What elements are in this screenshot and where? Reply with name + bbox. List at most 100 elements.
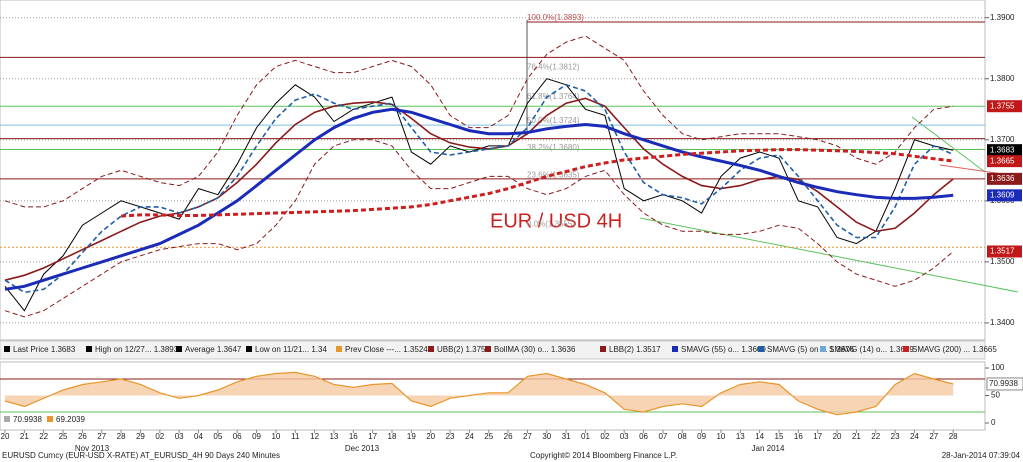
legend-name: LBB(2) [609,345,634,354]
legend-swatch [336,346,342,352]
legend-item: High on 12/27... 1.3893 [86,345,179,354]
legend-label: Prev Close ---... 1.3524 [345,345,428,354]
legend-value: 1.3517 [636,345,661,354]
legend-item: SMAVG (200) ... 1.3665 [903,345,997,354]
y-tick-label: 1.3900 [990,13,1015,22]
x-tick-label: 09 [252,432,261,441]
legend-label: SMAVG (200) ... 1.3665 [912,345,997,354]
fib-label: 38.2%(1.3680) [527,143,580,152]
trendlines [526,20,1019,293]
legend-name: Prev Close ---... [345,345,401,354]
x-tick-label: 23 [446,432,455,441]
x-tick-label: 10 [716,432,725,441]
price-label-box [987,245,1022,258]
y-tick-label: 50 [991,391,1000,400]
oscillator-line [4,371,954,416]
legend-value: 1.3665 [972,345,997,354]
legend-item: UBB(2) 1.3755 [428,345,490,354]
legend-item: SMAVG (5) on ... 1.3676 [758,345,855,354]
osc-legend-swatch [47,416,53,422]
legend-name: Low on 11/21... [255,345,309,354]
osc-legend-swatch [4,416,10,422]
legend-swatch [758,346,764,352]
month-label: Jan 2014 [752,444,785,453]
series-line [4,107,954,291]
x-tick-label: 31 [562,432,571,441]
price-label: 1.3683 [990,145,1015,154]
legend-name: SMAVG (200) ... [912,345,970,354]
x-tick-label: 10 [271,432,280,441]
fib-label: 100.0%(1.3893) [527,13,584,22]
fib-label: 61.8%(1.3764) [527,92,580,101]
legend-label: SMAVG (14) o... 1.3679 [829,345,914,354]
legend-item: Low on 11/21... 1.34 [246,345,327,354]
month-label: Nov 2013 [75,444,110,453]
y-tick-label: 100 [991,363,1005,372]
annotation-title: EUR / USD 4H [490,210,622,232]
legend-item: SMAVG (55) o... 1.3609 [672,345,766,354]
x-tick-label: 06 [233,432,242,441]
x-tick-label: 24 [910,432,919,441]
oscillator-area [5,372,954,415]
x-tick-label: 28 [117,432,126,441]
legend-name: Average [185,345,215,354]
x-tick-label: 22 [871,432,880,441]
price-label: 1.3609 [990,190,1015,199]
legend-swatch [820,346,826,352]
x-tick-label: 16 [794,432,803,441]
legend-name: SMAVG (55) o... [681,345,739,354]
x-tick-label: 29 [136,432,145,441]
x-tick-label: 25 [59,432,68,441]
legend-label: SMAVG (55) o... 1.3609 [681,345,766,354]
legend-label: Average 1.3647 [185,345,242,354]
legend-item: BollMA (30) o... 1.3636 [485,345,576,354]
series-line [4,35,954,208]
legend-item: Average 1.3647 [176,345,242,354]
legend-bar [0,340,986,360]
legend-swatch [4,346,10,352]
x-tick-label: 27 [523,432,532,441]
legend-value: 1.3755 [465,345,490,354]
osc-value-label: 70.9938 [989,379,1018,388]
legend-value: 1.3679 [889,345,914,354]
price-label-box [987,172,1022,185]
x-tick-label: 12 [310,432,319,441]
x-tick-label: 13 [329,432,338,441]
x-tick-label: 30 [542,432,551,441]
legend-name: High on 12/27... [95,345,151,354]
legend-item: LBB(2) 1.3517 [600,345,661,354]
x-tick-label: 14 [755,432,764,441]
y-tick-label: 1.3800 [990,74,1015,83]
legend-swatch [428,346,434,352]
x-tick-label: 27 [97,432,106,441]
y-tick-label: 1.3700 [990,135,1015,144]
x-tick-label: 01 [581,432,590,441]
x-tick-label: 02 [155,432,164,441]
price-label-box [987,189,1022,202]
x-tick-label: 28 [949,432,958,441]
legend-label: UBB(2) 1.3755 [437,345,490,354]
legend-label: Last Price 1.3683 [13,345,76,354]
x-tick-label: 20 [1,432,10,441]
x-tick-label: 06 [639,432,648,441]
legend-item: SMAVG (14) o... 1.3679 [820,345,914,354]
month-label: Dec 2013 [345,444,380,453]
x-tick-label: 20 [833,432,842,441]
x-tick-label: 03 [620,432,629,441]
legend-swatch [86,346,92,352]
x-tick-label: 27 [929,432,938,441]
price-label-box [987,155,1022,168]
x-tick-label: 15 [775,432,784,441]
x-tick-label: 11 [291,432,300,441]
legend-label: SMAVG (5) on ... 1.3676 [767,345,855,354]
x-tick-label: 20 [426,432,435,441]
x-tick-label: 26 [504,432,513,441]
footer-left: EURUSD Curncy (EUR-USD X-RATE) AT_EURUSD… [2,451,280,460]
x-tick-label: 26 [78,432,87,441]
fib-label: 76.4%(1.3812) [527,63,580,72]
legend-label: Low on 11/21... 1.34 [255,345,327,354]
x-tick-label: 08 [678,432,687,441]
x-tick-label: 02 [600,432,609,441]
x-tick-label: 17 [813,432,822,441]
